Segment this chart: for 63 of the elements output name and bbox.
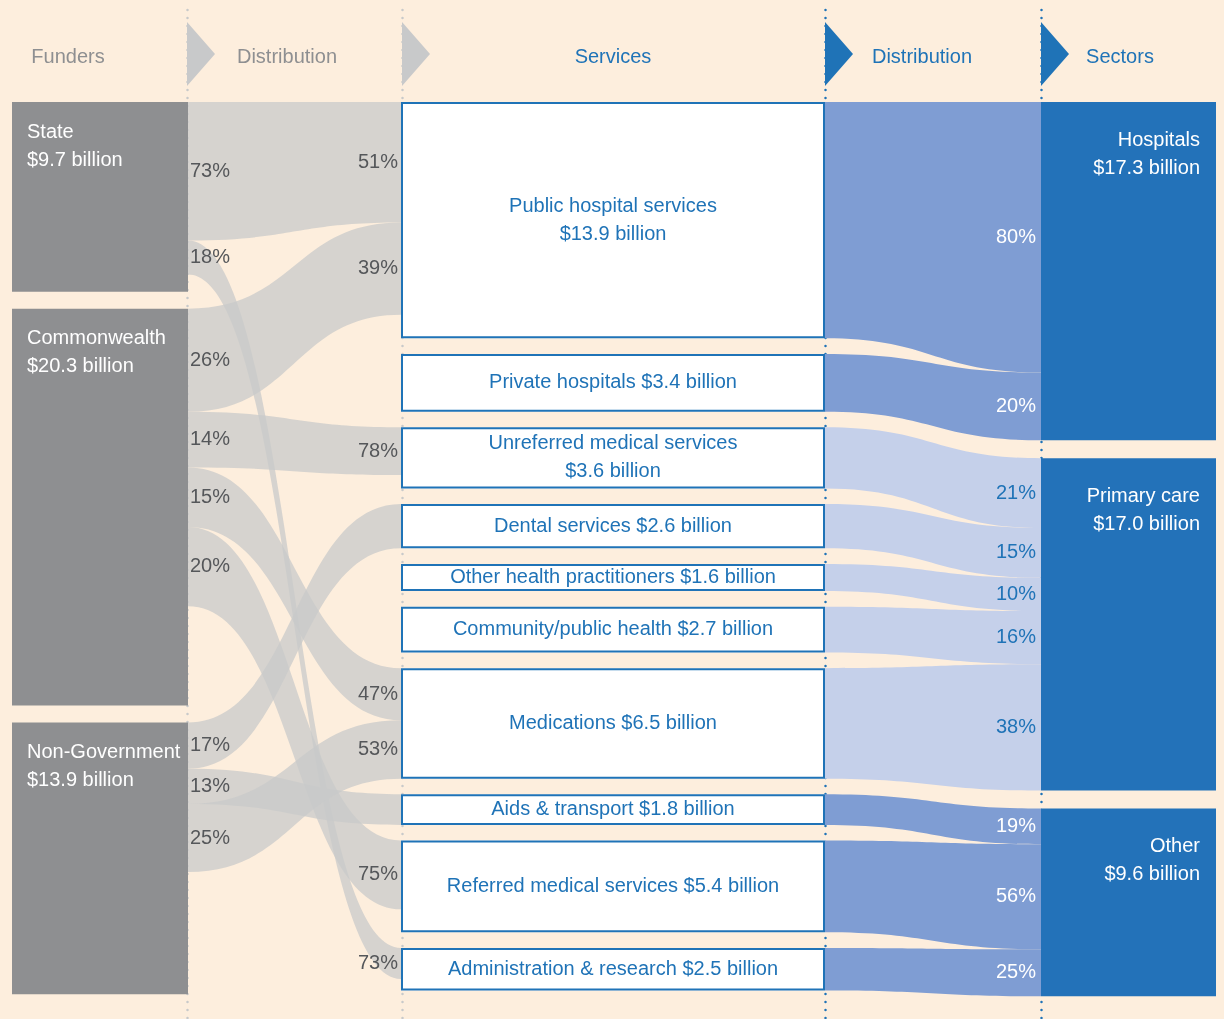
data-label: $13.9 billion bbox=[27, 768, 134, 791]
category-label: Administration & research bbox=[447, 956, 683, 979]
text: 78% bbox=[357, 438, 399, 461]
text: 73% bbox=[190, 158, 231, 181]
text: 51% bbox=[357, 149, 399, 172]
category-label: Primary care bbox=[1086, 483, 1200, 506]
text: 39% bbox=[357, 256, 399, 279]
text: Funders bbox=[31, 44, 105, 67]
category-label: Dental services bbox=[494, 513, 637, 536]
text: 25% bbox=[190, 825, 231, 848]
data-label: $17.0 billion bbox=[1093, 511, 1200, 534]
category-label: State bbox=[27, 119, 74, 142]
data-label: $1.6 billion bbox=[680, 565, 776, 588]
text: 10% bbox=[995, 581, 1037, 604]
data-label: $9.6 billion bbox=[1104, 862, 1200, 885]
category-label: Aids & transport bbox=[491, 797, 640, 820]
text: 53% bbox=[357, 736, 399, 759]
category-label: Referred medical services bbox=[446, 873, 684, 896]
text: 15% bbox=[190, 484, 231, 507]
text: 13% bbox=[190, 773, 231, 796]
text: 14% bbox=[190, 427, 231, 450]
text: 19% bbox=[995, 813, 1037, 836]
text: 26% bbox=[190, 347, 231, 370]
text: Services bbox=[574, 44, 652, 67]
data-label: $6.5 billion bbox=[621, 710, 717, 733]
data-label: $9.7 billion bbox=[27, 147, 123, 170]
text: 20% bbox=[190, 554, 231, 577]
text: 80% bbox=[995, 224, 1037, 247]
category-label: Non-Government bbox=[27, 740, 181, 763]
text: 56% bbox=[995, 884, 1037, 907]
text: 17% bbox=[190, 733, 231, 756]
category-label: Community/public health bbox=[452, 617, 678, 640]
category-label: Unreferred medical services bbox=[488, 431, 738, 454]
category-label: Hospitals bbox=[1117, 127, 1200, 150]
text: Distribution bbox=[871, 44, 973, 67]
data-label: $13.9 billion bbox=[559, 221, 667, 244]
category-label: Other health practitioners bbox=[450, 565, 681, 588]
data-label: $20.3 billion bbox=[27, 354, 134, 377]
category-label: Medications bbox=[509, 710, 622, 733]
data-label: $5.4 billion bbox=[683, 873, 780, 896]
text: Sectors bbox=[1086, 44, 1154, 67]
category-label: Public hospital services bbox=[509, 193, 717, 216]
text: 25% bbox=[995, 960, 1037, 983]
data-label: $3.4 billion bbox=[641, 370, 737, 393]
text: 75% bbox=[357, 862, 399, 885]
text: 15% bbox=[995, 540, 1037, 563]
category-label: Commonwealth bbox=[27, 326, 166, 349]
text: 38% bbox=[995, 714, 1037, 737]
text: 73% bbox=[357, 950, 399, 973]
text: Distribution bbox=[236, 44, 338, 67]
data-label: $2.6 billion bbox=[636, 513, 732, 536]
data-label: $2.7 billion bbox=[677, 617, 774, 640]
category-label: Private hospitals bbox=[489, 370, 642, 393]
category-label: Other bbox=[1149, 834, 1201, 857]
text: 47% bbox=[357, 681, 399, 704]
text: 21% bbox=[995, 480, 1037, 503]
data-label: $1.8 billion bbox=[639, 797, 735, 820]
text: 18% bbox=[190, 245, 231, 268]
data-label: $2.5 billion bbox=[682, 956, 779, 979]
text: 20% bbox=[995, 393, 1037, 416]
data-label: $17.3 billion bbox=[1093, 155, 1200, 178]
text: 16% bbox=[995, 625, 1037, 648]
data-label: $3.6 billion bbox=[565, 459, 661, 482]
